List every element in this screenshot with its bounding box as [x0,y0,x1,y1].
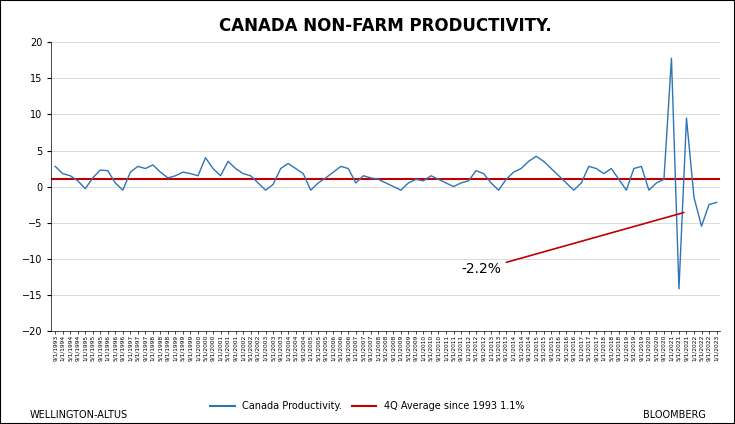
Text: -2.2%: -2.2% [461,212,684,276]
Text: BLOOMBERG: BLOOMBERG [642,410,706,420]
Legend: Canada Productivity., 4Q Average since 1993 1.1%: Canada Productivity., 4Q Average since 1… [207,397,528,415]
Text: WELLINGTON-ALTUS: WELLINGTON-ALTUS [29,410,128,420]
Title: CANADA NON-FARM PRODUCTIVITY.: CANADA NON-FARM PRODUCTIVITY. [220,17,552,35]
